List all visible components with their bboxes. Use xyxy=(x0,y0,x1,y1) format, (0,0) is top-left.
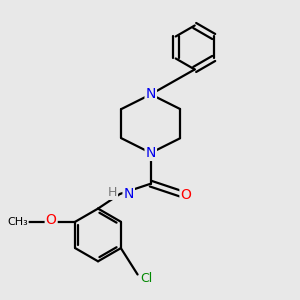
Text: O: O xyxy=(181,188,191,203)
Text: Cl: Cl xyxy=(140,272,152,284)
Text: CH₃: CH₃ xyxy=(7,217,28,227)
Text: N: N xyxy=(124,187,134,201)
Text: O: O xyxy=(46,213,57,227)
Text: H: H xyxy=(108,186,117,199)
Text: N: N xyxy=(146,146,156,160)
Text: N: N xyxy=(146,87,156,101)
